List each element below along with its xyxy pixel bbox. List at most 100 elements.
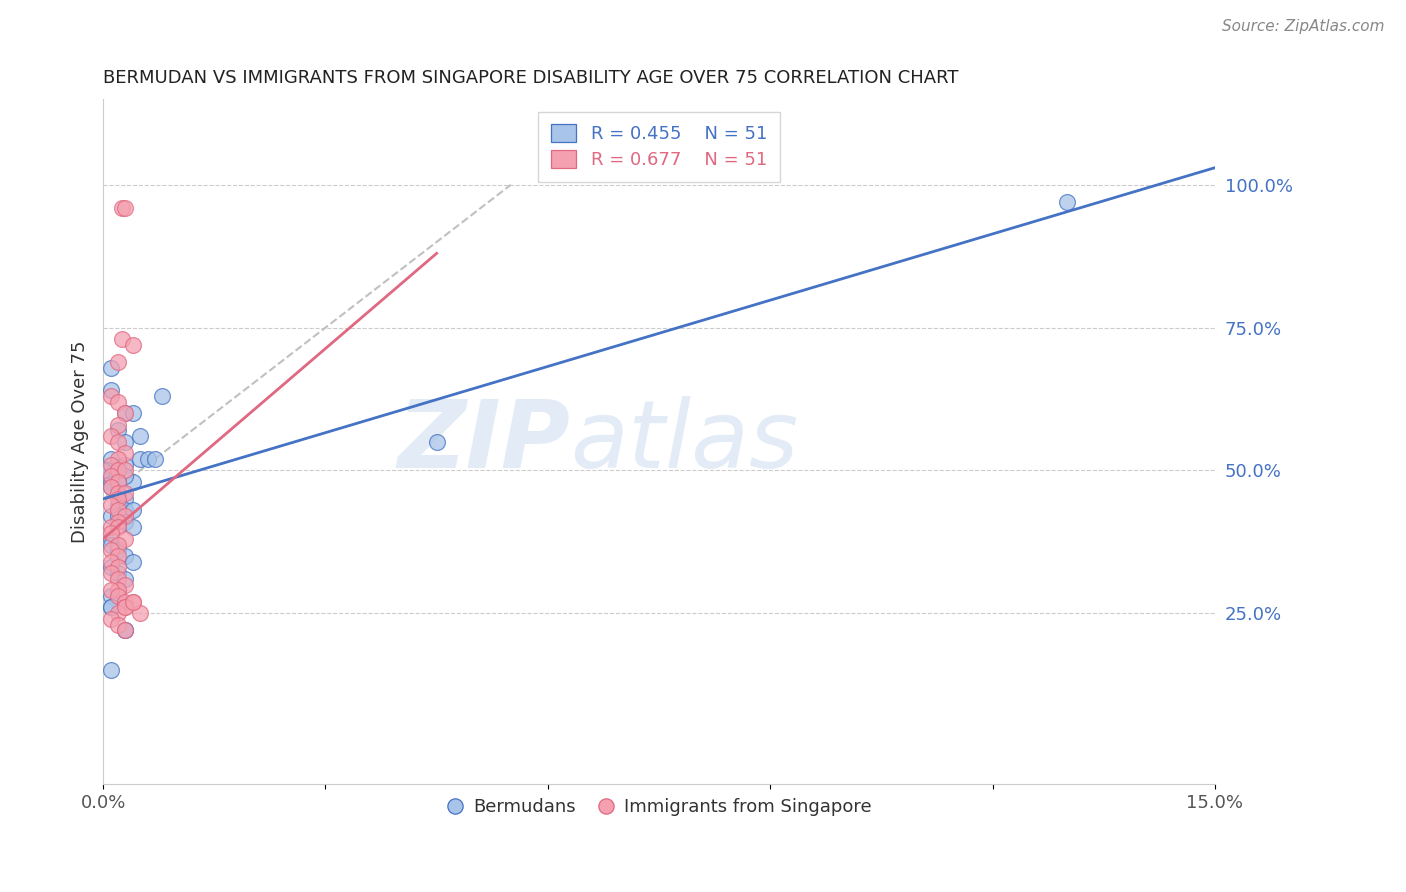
Point [100, 429, 122, 443]
Point [114, 434, 136, 449]
Point [107, 486, 129, 500]
Point [114, 572, 136, 586]
Point [107, 475, 129, 489]
Point [111, 201, 134, 215]
Point [114, 600, 136, 615]
Point [107, 463, 129, 477]
Point [114, 509, 136, 524]
Point [114, 624, 136, 638]
Point [114, 549, 136, 563]
Point [114, 595, 136, 609]
Point [107, 503, 129, 517]
Point [426, 434, 449, 449]
Point [100, 583, 122, 598]
Legend: Bermudans, Immigrants from Singapore: Bermudans, Immigrants from Singapore [439, 791, 879, 823]
Point [100, 481, 122, 495]
Point [100, 663, 122, 677]
Point [100, 469, 122, 483]
Point [107, 509, 129, 524]
Point [107, 475, 129, 489]
Point [107, 463, 129, 477]
Point [152, 389, 174, 403]
Point [114, 532, 136, 546]
Point [107, 543, 129, 558]
Point [107, 434, 129, 449]
Point [114, 515, 136, 529]
Point [114, 458, 136, 472]
Point [114, 469, 136, 483]
Point [100, 600, 122, 615]
Point [107, 423, 129, 437]
Point [129, 452, 152, 467]
Y-axis label: Disability Age Over 75: Disability Age Over 75 [72, 341, 89, 543]
Point [107, 394, 129, 409]
Point [100, 384, 122, 398]
Point [107, 595, 129, 609]
Point [114, 201, 136, 215]
Point [100, 589, 122, 603]
Point [107, 463, 129, 477]
Point [100, 543, 122, 558]
Point [114, 463, 136, 477]
Point [121, 520, 143, 534]
Point [107, 606, 129, 620]
Point [100, 509, 122, 524]
Point [114, 624, 136, 638]
Point [100, 560, 122, 574]
Point [121, 595, 143, 609]
Point [121, 406, 143, 420]
Point [114, 600, 136, 615]
Point [100, 481, 122, 495]
Point [100, 475, 122, 489]
Point [107, 589, 129, 603]
Point [107, 566, 129, 581]
Point [107, 486, 129, 500]
Point [129, 429, 152, 443]
Point [100, 612, 122, 626]
Point [96, 463, 118, 477]
Point [136, 452, 159, 467]
Point [107, 583, 129, 598]
Point [114, 491, 136, 506]
Point [121, 555, 143, 569]
Text: ZIP: ZIP [396, 396, 569, 488]
Point [111, 332, 134, 346]
Point [107, 452, 129, 467]
Point [100, 526, 122, 541]
Point [114, 503, 136, 517]
Point [114, 577, 136, 591]
Point [100, 458, 122, 472]
Point [107, 560, 129, 574]
Point [91, 463, 114, 477]
Point [107, 475, 129, 489]
Point [114, 406, 136, 420]
Point [143, 452, 166, 467]
Point [100, 538, 122, 552]
Point [114, 406, 136, 420]
Point [121, 337, 143, 351]
Point [129, 606, 152, 620]
Point [107, 463, 129, 477]
Point [114, 486, 136, 500]
Point [114, 446, 136, 460]
Point [100, 566, 122, 581]
Point [107, 572, 129, 586]
Point [107, 498, 129, 512]
Point [100, 520, 122, 534]
Point [107, 417, 129, 432]
Point [121, 595, 143, 609]
Point [107, 538, 129, 552]
Point [107, 549, 129, 563]
Point [100, 469, 122, 483]
Text: Source: ZipAtlas.com: Source: ZipAtlas.com [1222, 20, 1385, 34]
Point [107, 355, 129, 369]
Point [121, 503, 143, 517]
Point [107, 491, 129, 506]
Point [100, 498, 122, 512]
Point [107, 515, 129, 529]
Point [114, 624, 136, 638]
Point [121, 475, 143, 489]
Text: BERMUDAN VS IMMIGRANTS FROM SINGAPORE DISABILITY AGE OVER 75 CORRELATION CHART: BERMUDAN VS IMMIGRANTS FROM SINGAPORE DI… [103, 69, 959, 87]
Point [107, 520, 129, 534]
Point [100, 452, 122, 467]
